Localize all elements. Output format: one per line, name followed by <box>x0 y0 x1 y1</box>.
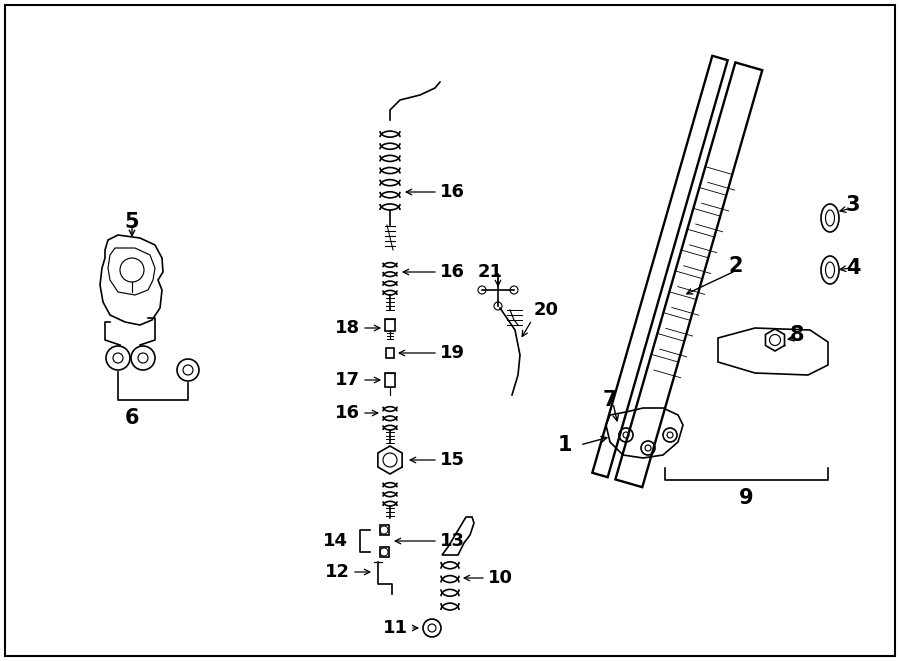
Text: 12: 12 <box>325 563 350 581</box>
Text: 20: 20 <box>534 301 559 319</box>
Bar <box>385 319 395 331</box>
Text: 7: 7 <box>603 390 617 410</box>
Text: 5: 5 <box>125 212 140 232</box>
Bar <box>385 373 395 387</box>
Text: 3: 3 <box>846 195 860 215</box>
Text: 15: 15 <box>440 451 465 469</box>
Text: 14: 14 <box>323 532 348 550</box>
Bar <box>380 547 389 557</box>
Text: 19: 19 <box>440 344 465 362</box>
Text: 9: 9 <box>739 488 753 508</box>
Text: 2: 2 <box>729 256 743 276</box>
Bar <box>380 525 389 535</box>
Text: 6: 6 <box>125 408 140 428</box>
Text: 21: 21 <box>478 263 502 281</box>
Text: 16: 16 <box>440 263 465 281</box>
Text: 17: 17 <box>335 371 360 389</box>
Text: 1: 1 <box>558 435 572 455</box>
Text: 10: 10 <box>488 569 513 587</box>
Text: 18: 18 <box>335 319 360 337</box>
Text: 8: 8 <box>790 325 805 345</box>
Text: 11: 11 <box>383 619 408 637</box>
Text: 16: 16 <box>335 404 360 422</box>
Text: 16: 16 <box>440 183 465 201</box>
Bar <box>386 348 394 358</box>
Text: 4: 4 <box>846 258 860 278</box>
Text: 13: 13 <box>440 532 465 550</box>
